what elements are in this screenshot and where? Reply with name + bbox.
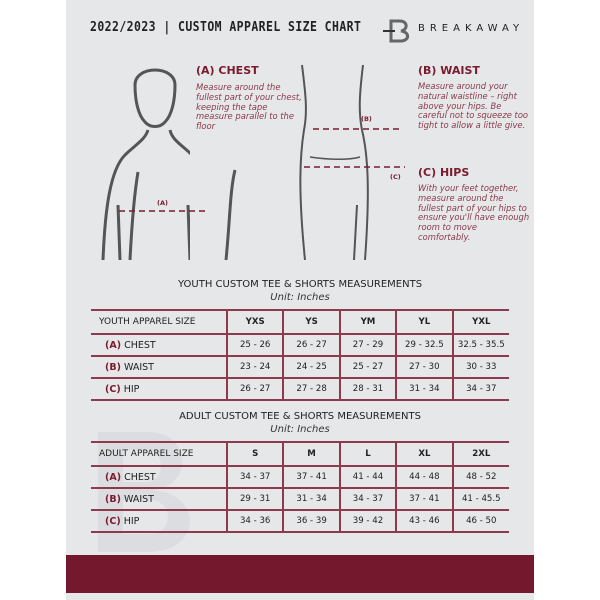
size-header: S <box>225 441 284 466</box>
measurement-lines <box>119 128 405 212</box>
row-key: (C) <box>105 383 121 395</box>
table-row: (C) HIP 26 - 27 27 - 28 28 - 31 31 - 34 34 - … <box>91 377 509 401</box>
cell: 41 - 45.5 <box>451 487 509 510</box>
youth-table-title: YOUTH CUSTOM TEE & SHORTS MEASUREMENTS <box>177 279 423 290</box>
row-label: HIP <box>123 383 140 395</box>
row-label: HIP <box>123 515 140 527</box>
table-row: (B) WAIST 23 - 24 24 - 25 25 - 27 27 - 30 30 … <box>91 355 509 378</box>
size-header: YL <box>395 309 453 334</box>
table-row: (C) HIP 34 - 36 36 - 39 39 - 42 43 - 46 46 - … <box>91 509 509 533</box>
cell: 23 - 24 <box>225 355 284 378</box>
cell: 27 - 28 <box>282 377 340 401</box>
adult-table-title: ADULT CUSTOM TEE & SHORTS MEASUREMENTS <box>179 411 421 422</box>
row-key: (B) <box>105 493 121 505</box>
hips-heading: (C) HIPS <box>418 166 470 179</box>
youth-table-unit: Unit: Inches <box>270 292 330 303</box>
cell: 37 - 41 <box>395 487 453 510</box>
row-label: CHEST <box>124 471 156 483</box>
header-label: YOUTH APPAREL SIZE <box>91 309 227 334</box>
cell: 26 - 27 <box>282 333 340 356</box>
cell: 34 - 37 <box>451 377 509 401</box>
header-label: ADULT APPAREL SIZE <box>91 441 227 466</box>
size-header: YS <box>282 309 340 334</box>
size-header: L <box>338 441 397 466</box>
row-label: WAIST <box>123 361 154 373</box>
cell: 34 - 36 <box>225 509 284 533</box>
cell: 46 - 50 <box>451 509 509 533</box>
cell: 32.5 - 35.5 <box>451 333 509 356</box>
brand-name: BREAKAWAY <box>418 23 525 34</box>
row-key: (B) <box>105 361 121 373</box>
cell: 24 - 25 <box>282 355 340 378</box>
hips-description: With your feet together, measure around … <box>418 183 530 242</box>
cell: 27 - 29 <box>338 333 397 356</box>
row-key: (A) <box>105 471 122 483</box>
row-key: (A) <box>105 339 122 351</box>
size-header: YM <box>338 309 397 334</box>
size-header: XL <box>395 441 453 466</box>
cell: 37 - 41 <box>282 465 340 488</box>
hip-marker: (C) <box>390 173 401 181</box>
row-label: WAIST <box>123 493 154 505</box>
cell: 30 - 33 <box>451 355 509 378</box>
size-header: YXL <box>451 309 509 334</box>
table-row: (B) WAIST 29 - 31 31 - 34 34 - 37 37 - 41 41 … <box>91 487 509 510</box>
cell: 26 - 27 <box>225 377 284 401</box>
cell: 29 - 31 <box>225 487 284 510</box>
chest-description: Measure around the fullest part of your … <box>196 82 302 132</box>
row-label: CHEST <box>124 339 156 351</box>
cell: 39 - 42 <box>338 509 397 533</box>
page-title: 2022/2023 | CUSTOM APPAREL SIZE CHART <box>90 19 362 35</box>
adult-table-unit: Unit: Inches <box>270 424 330 435</box>
cell: 44 - 48 <box>395 465 453 488</box>
cell: 27 - 30 <box>395 355 453 378</box>
breakaway-logo-icon <box>383 19 410 43</box>
cell: 36 - 39 <box>282 509 340 533</box>
cell: 31 - 34 <box>395 377 453 401</box>
cell: 29 - 32.5 <box>395 333 453 356</box>
size-header: YXS <box>225 309 284 334</box>
cell: 48 - 52 <box>451 465 509 488</box>
chest-marker: (A) <box>157 199 168 207</box>
cell: 31 - 34 <box>282 487 340 510</box>
cell: 25 - 26 <box>225 333 284 356</box>
row-key: (C) <box>105 515 121 527</box>
adult-size-table: ADULT APPAREL SIZE S M L XL 2XL (A) CHES… <box>91 441 509 533</box>
waist-marker: (B) <box>361 115 372 123</box>
body-outline-figure <box>128 64 369 260</box>
youth-size-table: YOUTH APPAREL SIZE YXS YS YM YL YXL (A) … <box>91 309 509 401</box>
footer-bar <box>66 555 534 593</box>
cell: 28 - 31 <box>338 377 397 401</box>
size-header: M <box>282 441 340 466</box>
table-header-row: YOUTH APPAREL SIZE YXS YS YM YL YXL <box>91 309 509 334</box>
cell: 43 - 46 <box>395 509 453 533</box>
table-header-row: ADULT APPAREL SIZE S M L XL 2XL <box>91 441 509 466</box>
waist-heading: (B) WAIST <box>418 64 480 77</box>
cell: 34 - 37 <box>225 465 284 488</box>
chest-heading: (A) CHEST <box>196 64 259 77</box>
upper-body-figure <box>101 68 190 260</box>
table-row: (A) CHEST 25 - 26 26 - 27 27 - 29 29 - 32.5 3… <box>91 333 509 356</box>
waist-description: Measure around your natural waistline – … <box>418 81 529 131</box>
cell: 34 - 37 <box>338 487 397 510</box>
cell: 25 - 27 <box>338 355 397 378</box>
cell: 41 - 44 <box>338 465 397 488</box>
size-header: 2XL <box>451 441 509 466</box>
table-row: (A) CHEST 34 - 37 37 - 41 41 - 44 44 - 48 48 … <box>91 465 509 488</box>
